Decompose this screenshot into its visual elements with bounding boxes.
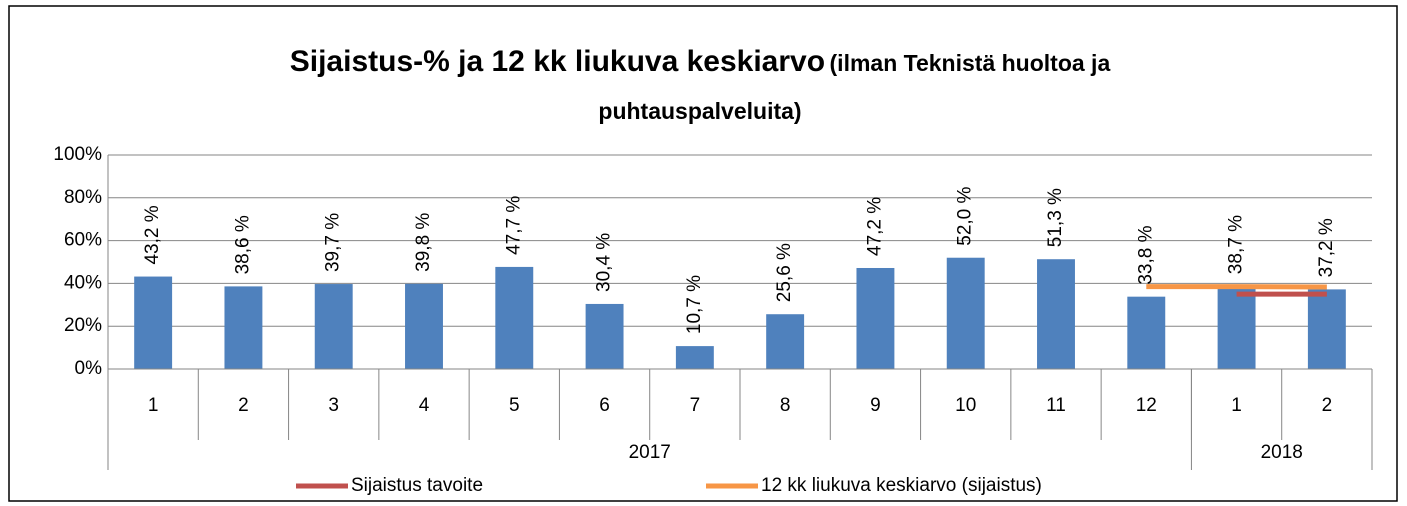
data-label: 47,2 % <box>864 197 885 256</box>
x-tick-label: 9 <box>870 395 881 416</box>
x-tick-label: 1 <box>148 395 159 416</box>
x-tick-label: 2 <box>1322 395 1333 416</box>
y-tick-label: 80% <box>64 187 102 208</box>
data-label: 10,7 % <box>684 275 705 334</box>
data-label: 38,6 % <box>232 215 253 274</box>
bar <box>224 286 263 369</box>
data-label: 30,4 % <box>594 233 615 292</box>
year-label: 2018 <box>1261 442 1303 463</box>
x-tick-label: 11 <box>1046 395 1066 416</box>
bar <box>1127 296 1166 369</box>
y-tick-label: 20% <box>64 315 102 336</box>
data-label: 47,7 % <box>503 196 524 255</box>
bar <box>675 346 714 369</box>
x-tick-label: 3 <box>328 395 339 416</box>
bar <box>1307 289 1346 369</box>
x-tick-label: 6 <box>599 395 610 416</box>
bar <box>134 276 173 369</box>
y-tick-label: 40% <box>64 272 102 293</box>
data-label: 39,7 % <box>323 213 344 272</box>
bar <box>766 314 805 369</box>
bar <box>314 284 353 369</box>
x-tick-label: 7 <box>690 395 701 416</box>
x-tick-label: 12 <box>1136 395 1157 416</box>
data-label: 52,0 % <box>955 186 976 245</box>
bar <box>405 283 443 369</box>
bar <box>946 257 985 369</box>
data-label: 43,2 % <box>142 205 163 264</box>
x-tick-label: 5 <box>509 395 520 416</box>
bar <box>495 266 534 369</box>
y-tick-label: 100% <box>53 144 102 165</box>
data-label: 51,3 % <box>1045 188 1066 247</box>
data-label: 37,2 % <box>1316 218 1337 277</box>
x-tick-label: 1 <box>1231 395 1242 416</box>
bar <box>585 303 624 369</box>
chart-heading: Sijaistus-% ja 12 kk liukuva keskiarvo (… <box>200 40 1200 137</box>
data-label: 38,7 % <box>1226 215 1247 274</box>
bar <box>1037 259 1075 369</box>
bar <box>856 267 895 369</box>
legend-label: Sijaistus tavoite <box>351 475 483 496</box>
x-tick-label: 4 <box>419 395 430 416</box>
legend-label: 12 kk liukuva keskiarvo (sijaistus) <box>761 475 1042 496</box>
x-tick-label: 2 <box>238 395 249 416</box>
bar <box>1217 286 1256 369</box>
chart-title: Sijaistus-% ja 12 kk liukuva keskiarvo <box>289 45 826 78</box>
year-label: 2017 <box>629 442 671 463</box>
data-label: 25,6 % <box>774 243 795 302</box>
chart-subtitle: (ilman Teknistä huoltoa ja puhtauspalvel… <box>598 50 1111 124</box>
data-label: 39,8 % <box>413 213 434 272</box>
y-tick-label: 0% <box>75 358 103 379</box>
x-tick-label: 8 <box>780 395 791 416</box>
x-tick-label: 10 <box>955 395 976 416</box>
data-label: 33,8 % <box>1135 225 1156 284</box>
chart-border <box>8 5 1398 502</box>
y-tick-label: 60% <box>64 230 102 251</box>
